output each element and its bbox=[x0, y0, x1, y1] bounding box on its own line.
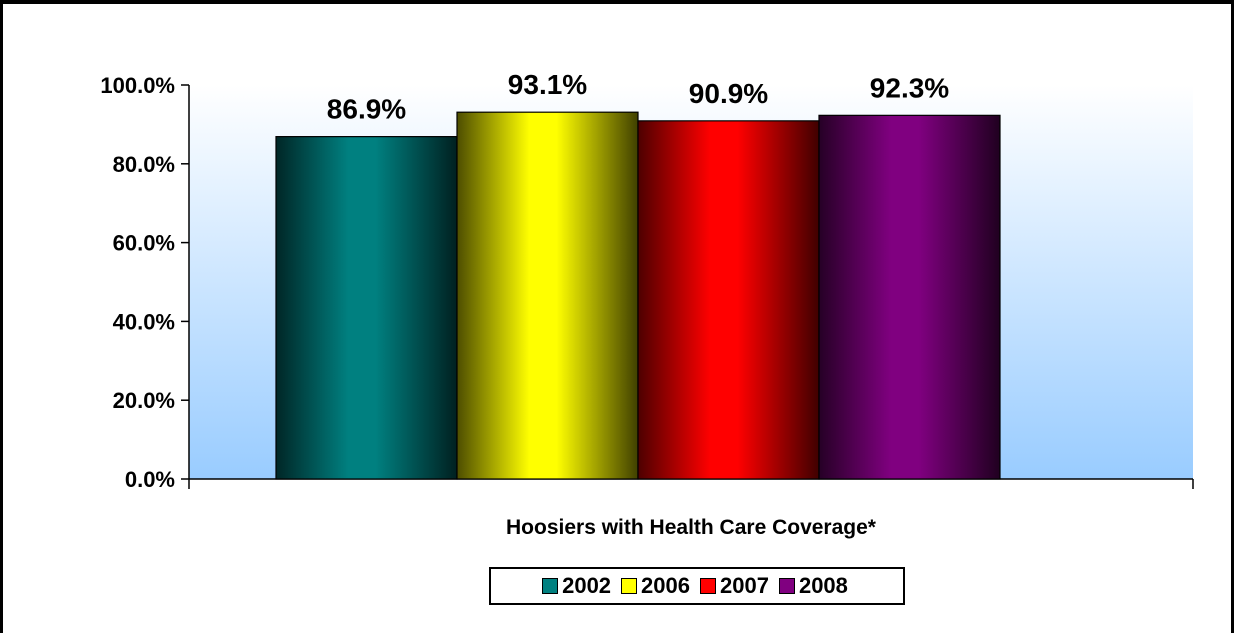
bar-2007 bbox=[637, 120, 820, 480]
data-label-2007: 90.9% bbox=[689, 78, 768, 109]
legend-swatch-2006 bbox=[621, 578, 638, 594]
y-tick-label: 100.0% bbox=[100, 73, 175, 98]
legend-item-2008: 2008 bbox=[778, 573, 852, 599]
bar-2002 bbox=[275, 136, 458, 480]
data-labels: 86.9% 93.1% 90.9% 92.3% bbox=[327, 69, 949, 124]
x-axis-title: Hoosiers with Health Care Coverage* bbox=[506, 516, 877, 539]
y-tick-label: 60.0% bbox=[113, 231, 175, 256]
data-label-2006: 93.1% bbox=[508, 69, 587, 100]
legend-swatch-2007 bbox=[700, 578, 716, 594]
legend: 2002 2006 2007 2008 bbox=[489, 567, 905, 605]
bar-2006 bbox=[456, 111, 639, 480]
legend-label-2006: 2006 bbox=[641, 573, 690, 598]
legend-label-2008: 2008 bbox=[798, 573, 848, 598]
legend-label-2002: 2002 bbox=[562, 573, 612, 598]
y-tick-label: 20.0% bbox=[113, 388, 175, 413]
y-tick-label: 0.0% bbox=[125, 467, 175, 492]
legend-swatch-2002 bbox=[542, 578, 559, 594]
legend-item-2007: 2007 bbox=[700, 573, 773, 599]
legend-label-2007: 2007 bbox=[720, 573, 769, 598]
legend-swatch-2008 bbox=[778, 578, 795, 594]
data-label-2002: 86.9% bbox=[327, 94, 406, 125]
legend-item-2002: 2002 bbox=[542, 573, 615, 599]
bar-group bbox=[275, 111, 1001, 480]
y-tick-label: 80.0% bbox=[113, 152, 175, 177]
legend-item-2006: 2006 bbox=[621, 573, 694, 599]
bar-2008 bbox=[818, 114, 1001, 480]
data-label-2008: 92.3% bbox=[870, 72, 949, 103]
y-tick-label: 40.0% bbox=[113, 309, 175, 334]
bar-chart: 0.0% 20.0% 40.0% 60.0% 80.0% 100.0% 86.9% 93.1… bbox=[100, 69, 1194, 539]
